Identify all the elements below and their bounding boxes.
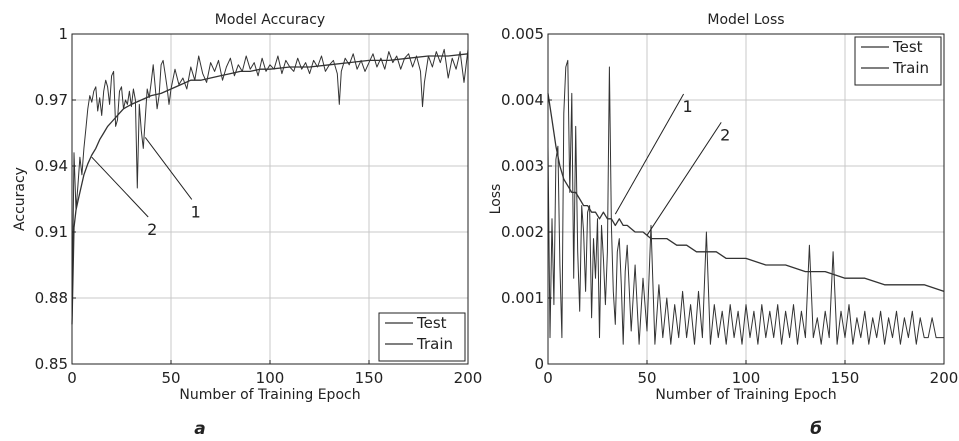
accuracy-ytick-label: 1	[58, 25, 68, 43]
accuracy-legend-label-train: Train	[416, 335, 453, 353]
accuracy-xtick-label: 200	[454, 369, 483, 387]
accuracy-ytick-label: 0.85	[35, 355, 68, 373]
loss-series-test	[547, 59, 944, 345]
accuracy-annotation-2: 2	[147, 220, 157, 239]
accuracy-y-axis-label: Accuracy	[12, 167, 28, 231]
loss-annotation-2: 2	[720, 125, 730, 144]
loss-annotation-leader-2	[646, 122, 722, 236]
accuracy-panel-label: а	[194, 419, 205, 439]
loss-xtick-label: 100	[732, 369, 761, 387]
loss-ytick-label: 0	[534, 355, 544, 373]
loss-legend: Test Train	[854, 36, 942, 86]
loss-ytick-label: 0.004	[501, 91, 544, 109]
loss-ytick-label: 0.001	[501, 289, 544, 307]
accuracy-legend-label-test: Test	[416, 314, 447, 332]
accuracy-series-test	[71, 48, 469, 325]
loss-legend-label-test: Test	[892, 38, 923, 56]
loss-legend-label-train: Train	[892, 59, 929, 77]
accuracy-ytick-label: 0.94	[35, 157, 68, 175]
loss-legend-box	[854, 36, 942, 86]
loss-y-axis-label: Loss	[488, 184, 504, 215]
accuracy-legend: Test Train	[378, 312, 466, 362]
loss-series-train	[547, 93, 945, 293]
accuracy-legend-box	[378, 312, 466, 362]
loss-ytick-label: 0.002	[501, 223, 544, 241]
loss-x-axis-label: Number of Training Epoch	[655, 387, 836, 403]
accuracy-ytick-label: 0.97	[35, 91, 68, 109]
loss-annotation-1: 1	[683, 97, 693, 116]
loss-xtick-label: 150	[831, 369, 860, 387]
accuracy-chart-title: Model Accuracy	[215, 12, 325, 28]
accuracy-chart: 0 50 100 150 200 0.85 0.88 0.91 0.94 0.97 1 Model A…	[12, 12, 482, 439]
loss-xtick-label: 200	[930, 369, 959, 387]
loss-chart-title: Model Loss	[707, 12, 784, 28]
accuracy-ytick-label: 0.91	[35, 223, 68, 241]
accuracy-annotation-1: 1	[191, 202, 201, 221]
loss-panel-label: б	[810, 419, 822, 439]
accuracy-xtick-label: 150	[355, 369, 384, 387]
loss-annotation-leader-1	[614, 93, 685, 215]
accuracy-xtick-label: 50	[161, 369, 180, 387]
loss-chart: 0 50 100 150 200 0 0.001 0.002 0.003 0.004 0.005 Mo…	[488, 12, 958, 439]
loss-xtick-label: 0	[543, 369, 553, 387]
accuracy-series-train	[71, 53, 469, 325]
accuracy-xtick-label: 0	[67, 369, 77, 387]
loss-ytick-label: 0.005	[501, 25, 544, 43]
loss-ytick-label: 0.003	[501, 157, 544, 175]
accuracy-ytick-label: 0.88	[35, 289, 68, 307]
accuracy-annotation-leader-1	[144, 137, 193, 200]
accuracy-x-axis-label: Number of Training Epoch	[179, 387, 360, 403]
accuracy-xtick-label: 100	[256, 369, 285, 387]
accuracy-annotation-leader-2	[91, 156, 149, 218]
loss-xtick-label: 50	[637, 369, 656, 387]
